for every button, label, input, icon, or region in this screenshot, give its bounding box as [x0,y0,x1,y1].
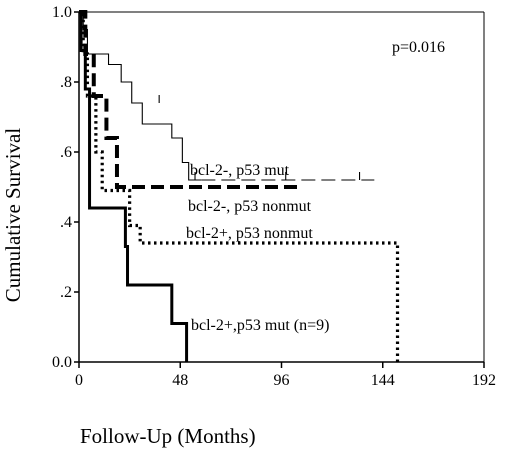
y-tick-label: .8 [60,74,72,91]
x-tick-label: 0 [75,372,83,389]
x-axis-title: Follow-Up (Months) [80,424,256,448]
x-tick-label: 48 [172,372,188,389]
y-tick-label: .2 [60,284,72,301]
series-line [79,10,400,362]
x-tick-label: 96 [274,372,290,389]
series-line [79,10,301,189]
y-tick-label: .6 [60,144,72,161]
series-label: bcl-2-, p53 mut [190,162,290,179]
series-line [79,10,189,362]
series-label: bcl-2+,p53 mut (n=9) [191,317,329,334]
y-tick-label: 0.0 [52,354,72,371]
x-tick-label: 144 [371,372,395,389]
y-tick-label: .4 [60,214,72,231]
x-tick-label: 192 [472,372,496,389]
y-axis-title: Cumulative Survival [1,128,25,303]
series-label: bcl-2-, p53 nonmut [188,198,312,215]
y-tick-label: 1.0 [52,4,72,21]
series-line [79,11,202,181]
p-value-annotation: p=0.016 [392,39,445,56]
plot-marks [79,10,400,362]
axes: 0 48 96 144 192 0.0 .2 .4 .6 .8 1.0 [52,4,496,389]
series-label: bcl-2+, p53 nonmut [186,225,313,242]
